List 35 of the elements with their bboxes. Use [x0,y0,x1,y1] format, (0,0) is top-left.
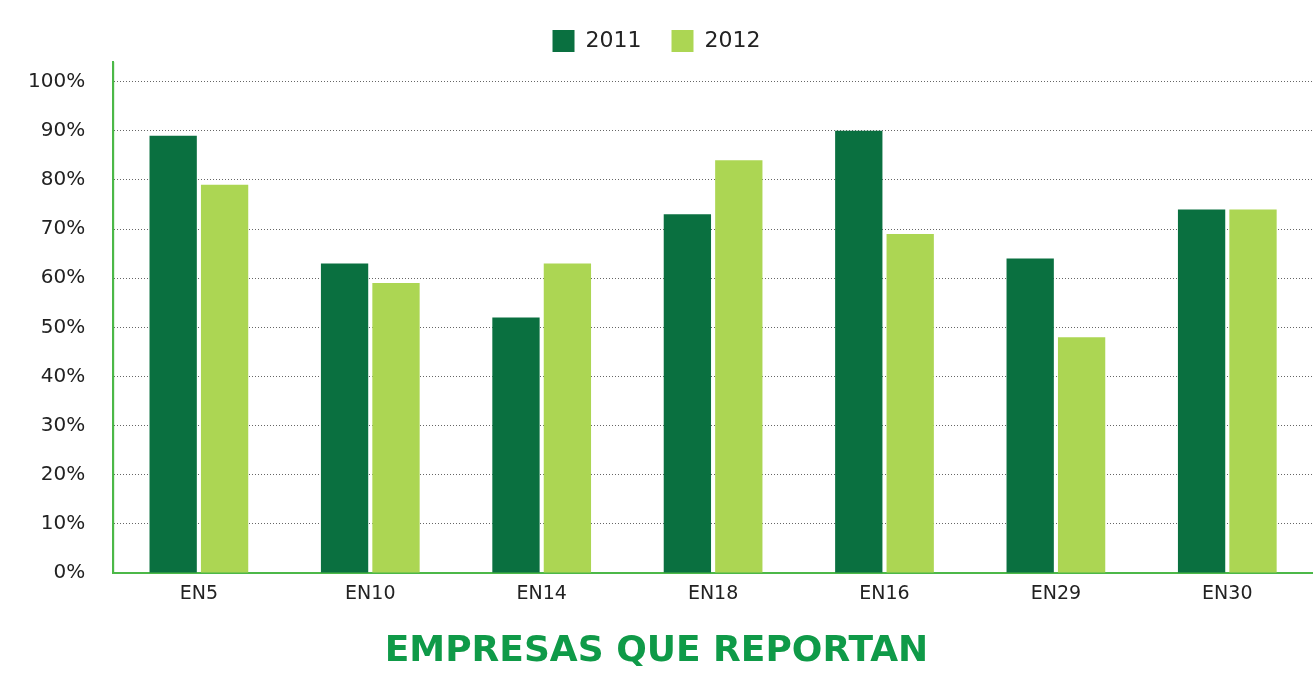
y-tick-label: 90% [40,116,86,141]
bar [543,263,592,573]
bar [200,184,249,573]
y-tick-label: 30% [40,411,86,436]
text: EMPRESAS QUE REPORTAN [384,627,929,669]
bar [835,130,883,573]
y-tick-label: 80% [40,166,86,191]
y-tick-label: 60% [40,264,86,289]
bar [372,283,420,573]
bar [715,160,763,573]
bar [320,263,369,573]
y-tick-label: 10% [40,510,86,535]
y-tick-label: 20% [40,460,86,485]
bar [663,214,712,573]
bar [492,317,540,573]
bar [149,135,197,573]
x-tick-label: EN18 [687,581,739,604]
y-tick-label: 100% [27,67,86,92]
y-tick-label: 50% [40,313,86,338]
bar [1006,258,1054,573]
y-tick-label: 0% [53,559,86,584]
y-tick-label: 40% [40,362,86,387]
x-tick-label: EN29 [1030,581,1082,604]
bar [1057,337,1106,573]
y-tick-label: 70% [40,215,86,240]
bar [1229,209,1277,573]
x-tick-label: EN14 [516,581,567,604]
x-tick-label: EN10 [345,581,396,604]
legend-label: 2012 [704,26,761,52]
bar [1177,209,1226,573]
x-tick-label: EN16 [859,581,910,604]
legend-label: 2011 [585,26,642,52]
x-tick-label: EN5 [179,581,219,604]
bar [886,233,934,573]
x-tick-label: EN30 [1202,581,1253,604]
